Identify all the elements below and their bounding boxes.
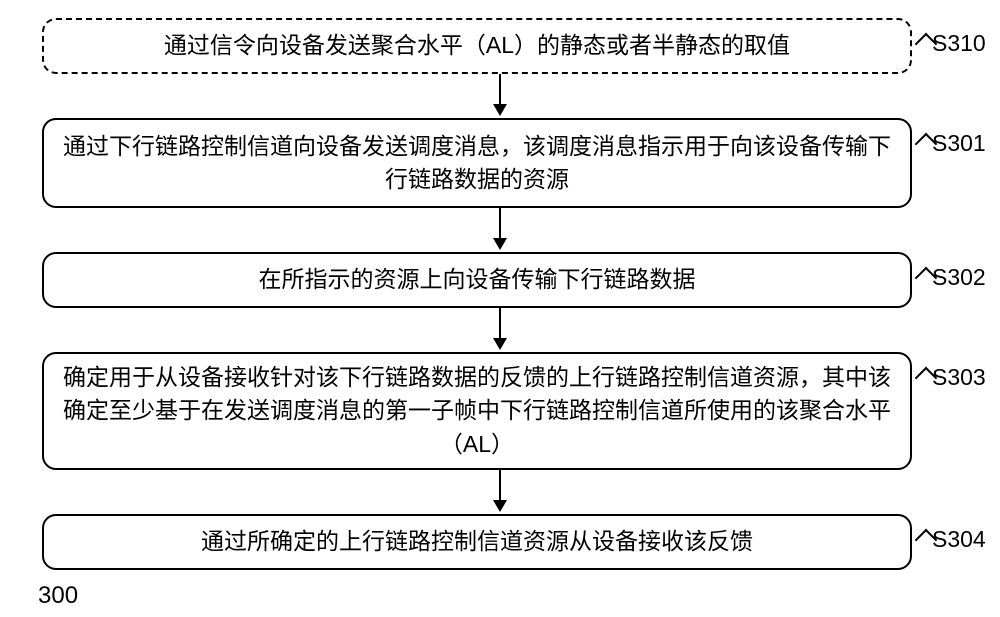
step-s304-label: S304 xyxy=(932,526,986,553)
step-s302: 在所指示的资源上向设备传输下行链路数据 xyxy=(42,252,912,308)
step-s310-text: 通过信令向设备发送聚合水平（AL）的静态或者半静态的取值 xyxy=(164,29,790,62)
flowchart-canvas: 通过信令向设备发送聚合水平（AL）的静态或者半静态的取值 S310 通过下行链路… xyxy=(0,0,1000,617)
step-s301-text: 通过下行链路控制信道向设备发送调度消息，该调度消息指示用于向该设备传输下行链路数… xyxy=(62,130,892,197)
figure-reference-number: 300 xyxy=(38,582,78,610)
step-s303-text: 确定用于从设备接收针对该下行链路数据的反馈的上行链路控制信道资源，其中该确定至少… xyxy=(62,361,892,461)
arrow-1 xyxy=(493,74,507,116)
step-s310: 通过信令向设备发送聚合水平（AL）的静态或者半静态的取值 xyxy=(42,18,912,74)
step-s304-text: 通过所确定的上行链路控制信道资源从设备接收该反馈 xyxy=(201,525,753,558)
step-s301: 通过下行链路控制信道向设备发送调度消息，该调度消息指示用于向该设备传输下行链路数… xyxy=(42,118,912,208)
arrow-2 xyxy=(493,208,507,250)
arrow-3 xyxy=(493,308,507,350)
step-s303-label: S303 xyxy=(932,364,986,391)
step-s310-label: S310 xyxy=(932,30,986,57)
step-s302-label: S302 xyxy=(932,264,986,291)
step-s301-label: S301 xyxy=(932,130,986,157)
step-s304: 通过所确定的上行链路控制信道资源从设备接收该反馈 xyxy=(42,514,912,570)
arrow-4 xyxy=(493,470,507,512)
step-s303: 确定用于从设备接收针对该下行链路数据的反馈的上行链路控制信道资源，其中该确定至少… xyxy=(42,352,912,470)
step-s302-text: 在所指示的资源上向设备传输下行链路数据 xyxy=(259,263,696,296)
